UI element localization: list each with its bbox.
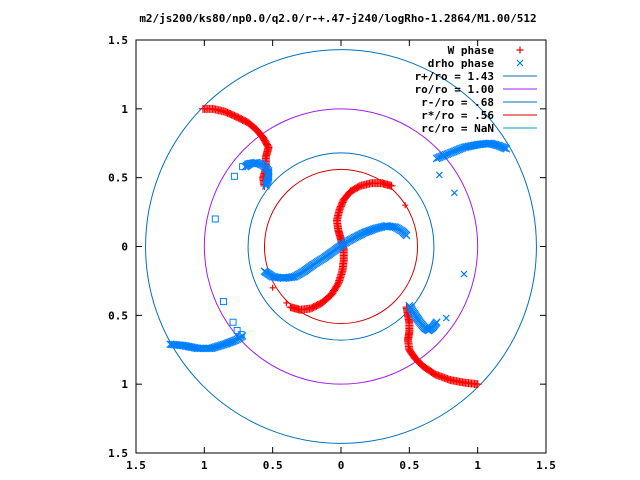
circle-6	[263, 168, 419, 325]
series-1-arm-3-point-10	[264, 168, 273, 177]
series-1-arm-1-point-40	[226, 338, 235, 347]
square-point-1	[230, 172, 238, 180]
y-tick-label-6: 1.5	[108, 447, 128, 460]
square-point-6	[233, 326, 241, 334]
legend-sample-0	[516, 46, 524, 54]
legend-sample-1	[516, 59, 524, 67]
series-1-arm-4-point-81	[368, 225, 377, 234]
x-tick-label-4: 0.5	[399, 459, 419, 472]
series-1-arm-1-point-41	[227, 337, 236, 346]
square-point-7	[237, 331, 245, 339]
y-tick-label-3: 0	[121, 241, 128, 254]
x-tick-label-3: 0	[338, 459, 345, 472]
circle-4	[203, 108, 479, 385]
series-1-arm-2-point-31	[432, 318, 441, 327]
square-point-0	[211, 215, 219, 223]
series-1-arm-1-point-36	[220, 340, 229, 349]
series-1-arm-4-point-19	[287, 273, 296, 282]
series-1-arm-4-point-75	[360, 228, 369, 237]
legend-label-3: r+/ro = 1.43	[415, 70, 494, 83]
series-1-arm-4-point-78	[364, 227, 373, 236]
series-0-arm-2-point-129	[286, 303, 295, 312]
series-1-outlier-0	[435, 171, 443, 179]
series-1-arm-4-point-80	[367, 226, 375, 235]
x-tick-label-5: 1	[474, 459, 481, 472]
y-tick-label-2: 0.5	[108, 172, 128, 185]
series-1-arm-4-point-76	[361, 228, 370, 237]
series-0-outlier-1	[269, 284, 276, 291]
ticks-layer: 1.5 1 0.5 0 0.5 1 1.51.510.500.511.5	[108, 34, 556, 472]
x-tick-label-2: 0.5	[263, 459, 283, 472]
series-1-outlier-2	[460, 270, 468, 278]
series-1-arm-0-point-41	[494, 141, 503, 150]
circle-3	[145, 49, 537, 444]
legend-label-5: r-/ro = .68	[421, 96, 494, 109]
series-1-arm-4-point-77	[363, 227, 371, 236]
x-tick-label-6: 1.5	[536, 459, 556, 472]
series-1-arm-4-point-79	[365, 226, 374, 235]
y-tick-label-4: 0.5	[108, 309, 128, 322]
series-1-arm-0-point-47	[502, 144, 511, 153]
square-point-5	[229, 318, 237, 326]
series-1-outlier-1	[451, 189, 458, 197]
x-tick-label-1: 1	[201, 459, 208, 472]
legend-label-7: rc/ro = NaN	[421, 122, 494, 135]
legend-label-4: ro/ro = 1.00	[415, 83, 494, 96]
series-1-arm-1-point-38	[223, 339, 232, 348]
square-point-3	[244, 160, 252, 168]
series-1-arm-1-point-39	[225, 338, 233, 347]
circle-5	[247, 152, 435, 341]
legend-label-1: drho phase	[428, 57, 495, 70]
series-0-outlier-0	[402, 202, 409, 209]
y-tick-label-1: 1	[121, 103, 128, 116]
legend-label-6: r*/ro = .56	[421, 109, 494, 122]
square-point-4	[219, 298, 227, 306]
series-1-arm-1-point-42	[229, 337, 237, 346]
x-tick-label-0: 1.5	[126, 459, 146, 472]
y-tick-label-5: 1	[121, 378, 128, 391]
series-1-outlier-3	[442, 314, 450, 322]
curves-layer	[145, 49, 537, 444]
y-tick-label-0: 1.5	[108, 34, 128, 47]
legend-label-0: W phase	[448, 44, 495, 57]
series-0-outlier-2	[283, 299, 290, 306]
series-1-arm-4-point-94	[388, 222, 397, 231]
chart-title: m2/js200/ks80/np0.0/q2.0/r-+.47-j240/log…	[139, 12, 536, 25]
points-layer	[166, 104, 511, 389]
series-1-arm-4-point-105	[402, 231, 411, 240]
series-1-arm-1-point-37	[222, 339, 231, 348]
